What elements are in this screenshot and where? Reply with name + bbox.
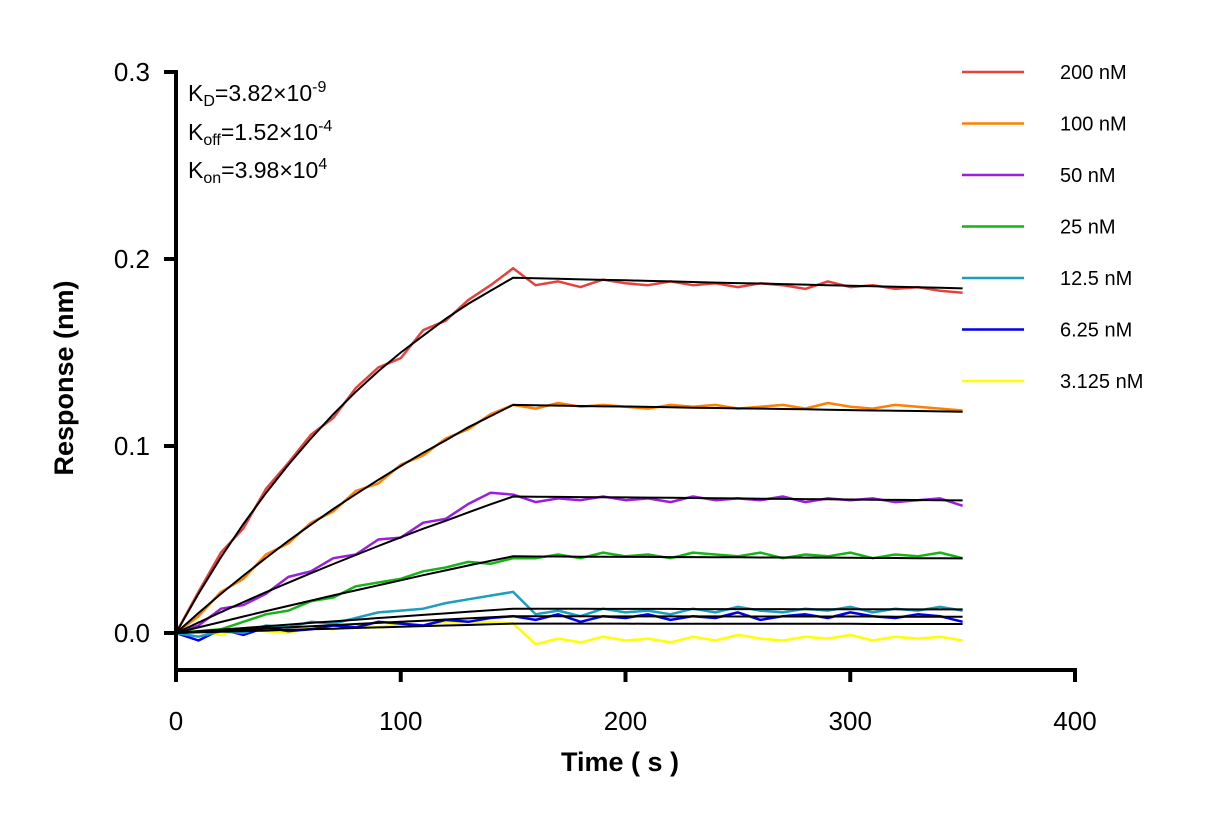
legend-item: 12.5 nM — [962, 268, 1132, 290]
x-tick-label: 200 — [604, 706, 647, 736]
legend-label: 100 nM — [1060, 114, 1127, 136]
kinetic-constant-part: on — [203, 170, 222, 187]
legend-label: 12.5 nM — [1060, 268, 1132, 290]
fit-line-3 — [175, 555, 963, 634]
x-tick-label: 0 — [169, 706, 183, 736]
legend-label: 200 nM — [1060, 62, 1127, 84]
series-line-0 — [174, 267, 963, 634]
legend-label: 50 nM — [1060, 165, 1116, 187]
legend-label: 6.25 nM — [1060, 320, 1132, 342]
legend-item: 3.125 nM — [962, 371, 1143, 393]
x-tick-label: 100 — [379, 706, 422, 736]
y-tick-label: 0.0 — [114, 618, 150, 648]
kinetic-constant-part: -9 — [312, 79, 327, 96]
fit-layer — [175, 276, 963, 634]
fit-line-5 — [175, 615, 963, 634]
legend-item: 200 nM — [962, 62, 1127, 84]
kinetic-constant-part: off — [203, 131, 221, 149]
y-tick-label: 0.1 — [114, 431, 150, 461]
series-line-1 — [175, 401, 963, 635]
legend-label: 25 nM — [1060, 217, 1116, 239]
fit-line-4 — [175, 607, 963, 634]
ticks: 0 100 200 300 400 0.0 0.1 0.2 0.3 — [114, 57, 1097, 736]
legend: 200 nM 100 nM 50 nM 25 nM 12.5 nM 6.25 nM 3.12… — [962, 62, 1143, 393]
x-tick-label: 300 — [829, 706, 872, 736]
kinetic-constant: Kon=3.98×104 — [188, 157, 327, 187]
fit-line-0 — [175, 276, 963, 634]
kinetic-constant-part: 4 — [318, 156, 328, 173]
legend-item: 100 nM — [962, 114, 1127, 136]
legend-item: 25 nM — [962, 217, 1116, 239]
legend-label: 3.125 nM — [1060, 371, 1143, 393]
series-line-6 — [175, 620, 963, 646]
kinetic-constant-part: K — [188, 118, 204, 145]
kinetic-constant-part: =1.52×10 — [220, 118, 319, 145]
kinetic-constant-part: =3.82×10 — [214, 80, 313, 106]
y-tick-label: 0.3 — [114, 57, 150, 87]
fit-line-1 — [175, 403, 963, 634]
x-axis-title: Time ( s ) — [561, 747, 679, 777]
x-tick-label: 400 — [1053, 706, 1096, 736]
series-line-2 — [175, 491, 963, 635]
kinetic-constant-part: K — [188, 157, 204, 183]
kinetic-constant: Koff=1.52×10-4 — [188, 117, 333, 149]
kinetic-constant: KD=3.82×10-9 — [188, 80, 326, 110]
y-tick-label: 0.2 — [114, 244, 150, 274]
y-axis-title: Response (nm) — [49, 280, 79, 475]
fit-line-6 — [175, 622, 963, 634]
legend-item: 50 nM — [962, 165, 1116, 187]
kinetic-constant-part: K — [188, 80, 204, 106]
kinetic-constant-part: =3.98×10 — [221, 157, 319, 183]
kinetic-constant-part: -4 — [318, 117, 333, 135]
fit-line-2 — [175, 495, 963, 634]
series-layer — [174, 267, 963, 646]
series-line-3 — [175, 551, 963, 635]
legend-item: 6.25 nM — [962, 320, 1132, 342]
kinetic-constant-part: D — [203, 93, 215, 110]
